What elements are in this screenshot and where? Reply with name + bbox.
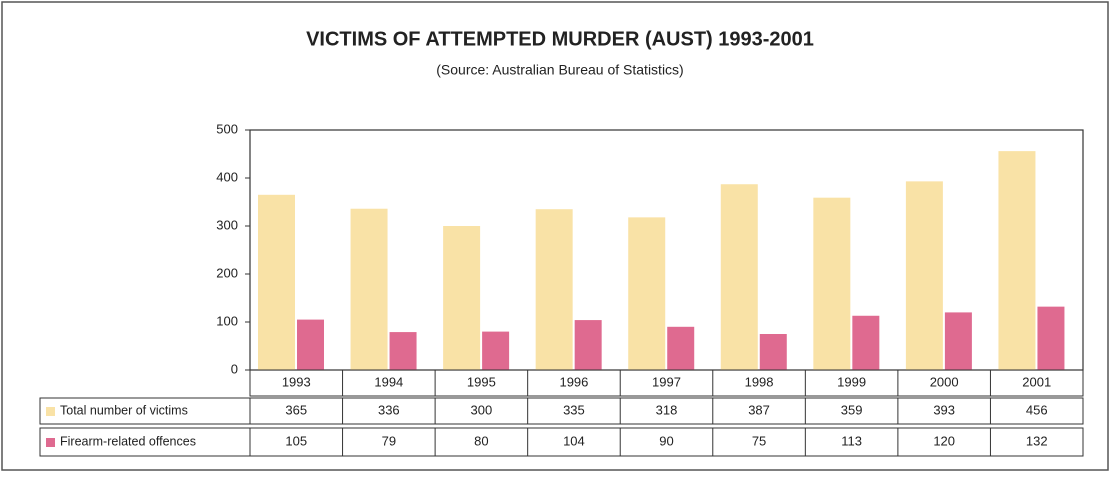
legend-swatch: [46, 438, 55, 447]
legend-swatch: [46, 407, 55, 416]
table-value: 387: [748, 402, 770, 417]
legend-label: Total number of victims: [60, 403, 188, 417]
table-value: 336: [378, 402, 400, 417]
table-row: [249, 369, 1084, 397]
table-value: 104: [563, 433, 585, 448]
bar: [258, 194, 295, 370]
bar: [1037, 306, 1065, 370]
table-value: 318: [656, 402, 678, 417]
table-value: 75: [752, 433, 766, 448]
x-tick-label: 1998: [745, 374, 774, 389]
x-tick-label: 1997: [652, 374, 681, 389]
legend-label: Firearm-related offences: [60, 434, 196, 448]
x-tick-label: 1995: [467, 374, 496, 389]
y-tick-label: 400: [216, 169, 238, 184]
table-value: 105: [285, 433, 307, 448]
bar: [628, 217, 666, 370]
bar: [852, 315, 880, 370]
x-tick-label: 2001: [1022, 374, 1051, 389]
table-value: 113: [841, 433, 862, 448]
table-value: 79: [382, 433, 396, 448]
bar: [759, 334, 787, 370]
bar: [350, 208, 388, 370]
chart-title: VICTIMS OF ATTEMPTED MURDER (AUST) 1993-…: [306, 28, 814, 50]
x-tick-label: 1999: [837, 374, 866, 389]
table-value: 456: [1026, 402, 1048, 417]
x-tick-label: 1993: [282, 374, 311, 389]
y-tick-label: 200: [216, 265, 238, 280]
bar: [998, 151, 1036, 370]
bar: [813, 197, 851, 370]
y-tick-label: 100: [216, 313, 238, 328]
bar: [905, 181, 943, 370]
bar: [535, 209, 573, 370]
bar: [574, 320, 602, 370]
table-value: 90: [659, 433, 673, 448]
table-value: 132: [1026, 433, 1048, 448]
table-value: 393: [933, 402, 955, 417]
bar: [297, 319, 324, 370]
table-value: 300: [471, 402, 493, 417]
bar: [389, 332, 417, 370]
x-tick-label: 1996: [559, 374, 588, 389]
x-tick-label: 2000: [930, 374, 959, 389]
y-tick-label: 500: [216, 121, 238, 136]
frame: [1, 1, 1109, 471]
table-value: 120: [933, 433, 955, 448]
table-value: 359: [841, 402, 863, 417]
y-tick-label: 300: [216, 217, 238, 232]
table-value: 365: [285, 402, 307, 417]
table-value: 335: [563, 402, 585, 417]
bar: [482, 331, 510, 370]
bar: [443, 226, 481, 370]
table-row: [39, 397, 1084, 425]
table-row: [39, 427, 1084, 457]
bar: [944, 312, 972, 370]
x-tick-label: 1994: [374, 374, 403, 389]
bar: [667, 326, 695, 370]
bar: [720, 184, 758, 370]
chart-subtitle: (Source: Australian Bureau of Statistics…: [436, 62, 683, 78]
y-tick-label: 0: [231, 361, 238, 376]
table-value: 80: [474, 433, 488, 448]
